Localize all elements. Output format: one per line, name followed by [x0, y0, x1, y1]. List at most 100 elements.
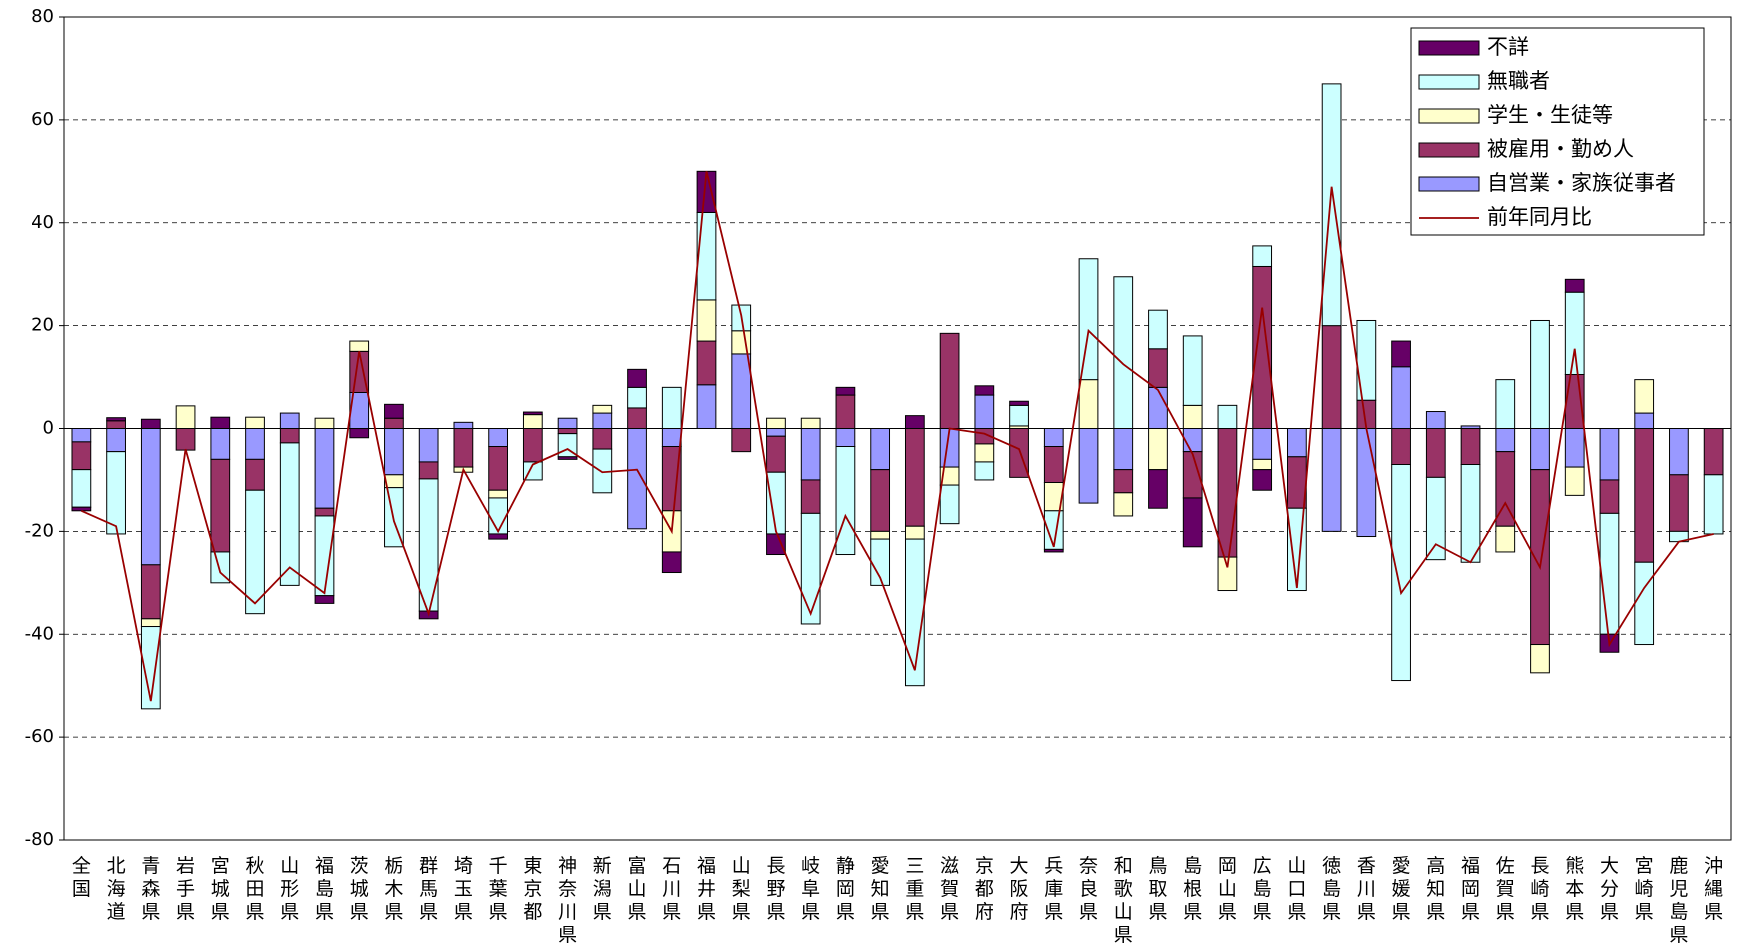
- bar-segment: [1078, 428, 1099, 504]
- x-tick-char: 海: [107, 878, 126, 900]
- x-tick-label: 福島県: [315, 855, 334, 923]
- bar-segment: [1252, 469, 1273, 491]
- bar-segment: [627, 428, 647, 530]
- x-tick-char: 知: [1426, 878, 1445, 900]
- x-tick-char: 玉: [454, 878, 473, 900]
- bar-segment: [453, 428, 474, 468]
- x-tick-char: 形: [280, 878, 299, 900]
- bar-segment: [696, 211, 717, 301]
- bar-segment: [870, 530, 891, 540]
- x-tick-label: 長崎県: [1530, 855, 1549, 923]
- x-tick-label: 千葉県: [489, 855, 508, 923]
- x-tick-char: 県: [1600, 901, 1619, 923]
- x-tick-char: 分: [1600, 878, 1619, 900]
- legend-label: 無職者: [1487, 69, 1550, 93]
- x-tick-char: 木: [384, 878, 403, 900]
- bar-segment: [939, 484, 960, 525]
- x-tick-char: 賀: [940, 878, 959, 900]
- x-tick-char: 奈: [1079, 855, 1098, 877]
- bar-segment: [314, 417, 335, 429]
- legend-label: 自営業・家族従事者: [1487, 171, 1676, 195]
- bar-segment: [210, 458, 231, 553]
- x-tick-char: 県: [593, 901, 612, 923]
- x-tick-char: 都: [523, 901, 542, 923]
- x-tick-char: 島: [1183, 855, 1202, 877]
- x-tick-char: 山: [732, 855, 751, 877]
- bar-segment: [279, 442, 300, 586]
- x-tick-char: 葉: [489, 878, 508, 900]
- x-tick-char: 庫: [1044, 878, 1063, 900]
- bar-segment: [1391, 366, 1411, 429]
- y-tick-label: -40: [25, 623, 54, 644]
- bar-segment: [1113, 428, 1134, 471]
- x-tick-char: 大: [1600, 855, 1619, 877]
- bar-segment: [1460, 464, 1481, 563]
- bar-segment: [106, 428, 126, 453]
- x-tick-char: 城: [211, 878, 230, 900]
- x-tick-char: 県: [176, 901, 195, 923]
- bar-segment: [488, 446, 508, 491]
- x-tick-char: 児: [1669, 878, 1688, 900]
- bar-segment: [1148, 386, 1168, 430]
- legend-label: 学生・生徒等: [1487, 103, 1613, 127]
- x-tick-label: 滋賀県: [940, 855, 959, 923]
- bar-segment: [314, 507, 335, 517]
- bar-segment: [384, 417, 404, 429]
- bar-segment: [800, 428, 821, 481]
- bar-segment: [1634, 412, 1655, 430]
- x-tick-char: 岐: [801, 855, 820, 877]
- bar-segment: [314, 595, 335, 604]
- x-tick-char: 島: [1669, 901, 1688, 923]
- bar-segment: [1425, 428, 1446, 478]
- bar-segment: [175, 428, 196, 451]
- bar-segment: [870, 469, 891, 532]
- bar-segment: [210, 428, 231, 460]
- bar-segment: [800, 512, 821, 625]
- bar-segment: [904, 525, 925, 540]
- bar-segment: [696, 384, 717, 430]
- x-tick-label: 徳島県: [1322, 855, 1341, 923]
- bar-segment: [1599, 479, 1620, 514]
- bar-segment: [245, 428, 265, 460]
- x-tick-char: 宮: [1635, 855, 1654, 877]
- bar-segment: [1460, 428, 1481, 466]
- bar-segment: [106, 417, 126, 422]
- x-tick-char: 川: [662, 878, 681, 900]
- x-tick-char: 県: [1426, 901, 1445, 923]
- bar-segment: [349, 428, 370, 439]
- x-tick-char: 石: [662, 855, 681, 877]
- x-tick-char: 茨: [350, 855, 369, 877]
- x-tick-char: 県: [836, 901, 855, 923]
- bar-segment: [731, 428, 752, 453]
- x-tick-char: 根: [1183, 878, 1202, 900]
- x-tick-char: 県: [940, 901, 959, 923]
- legend-swatch: [1418, 108, 1480, 124]
- bar-segment: [1217, 404, 1238, 429]
- x-tick-char: 奈: [558, 878, 577, 900]
- x-tick-char: 県: [280, 901, 299, 923]
- bar-segment: [1495, 525, 1516, 553]
- y-tick-label: 40: [31, 212, 54, 233]
- x-tick-char: 県: [141, 901, 160, 923]
- x-tick-label: 熊本県: [1565, 855, 1584, 923]
- x-tick-char: 県: [871, 901, 890, 923]
- x-tick-char: 田: [246, 878, 265, 900]
- bar-segment: [175, 405, 196, 429]
- bar-segment: [766, 533, 786, 556]
- x-tick-label: 富山県: [628, 855, 647, 923]
- bar-segment: [1113, 492, 1134, 517]
- x-tick-char: 国: [72, 878, 91, 900]
- x-tick-label: 愛媛県: [1392, 855, 1411, 923]
- bar-segment: [1634, 379, 1655, 414]
- x-tick-char: 県: [1704, 901, 1723, 923]
- x-tick-label: 香川県: [1357, 855, 1376, 923]
- bar-segment: [800, 417, 821, 429]
- x-tick-char: 都: [975, 878, 994, 900]
- x-tick-char: 森: [141, 878, 160, 900]
- bar-segment: [384, 428, 404, 476]
- bar-segment: [1182, 335, 1203, 406]
- x-tick-label: 鹿児島県: [1669, 855, 1688, 946]
- bar-segment: [1113, 469, 1134, 494]
- x-tick-label: 鳥取県: [1148, 855, 1167, 923]
- bar-segment: [1252, 265, 1273, 429]
